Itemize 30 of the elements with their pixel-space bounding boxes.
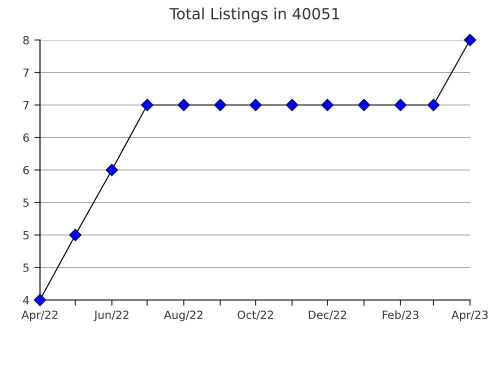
x-tick-label: Aug/22: [164, 310, 202, 322]
y-tick-label: 5: [23, 198, 29, 207]
point: [394, 98, 407, 112]
point: [34, 294, 46, 306]
y-tick-label: 6: [23, 133, 29, 142]
x-tick-label: Apr/23: [452, 310, 488, 322]
point: [249, 98, 262, 112]
y-tick-label: 8: [23, 36, 29, 44]
point: [464, 34, 476, 46]
y-tick-label: 7: [23, 68, 29, 77]
x-tick-label: Dec/22: [308, 310, 346, 320]
point: [69, 228, 82, 242]
point: [286, 98, 298, 112]
point: [141, 98, 154, 112]
y-tick-label: 7: [23, 101, 29, 110]
y-tick-label: 6: [23, 166, 29, 174]
x-tick-label: Jun/22: [94, 310, 128, 322]
y-tick-label: 4: [23, 296, 29, 304]
point: [358, 98, 370, 112]
x-tick-label: Feb/23: [382, 310, 418, 320]
point: [214, 98, 226, 112]
point: [178, 98, 190, 112]
x-tick-label: Apr/22: [22, 310, 58, 322]
point: [427, 98, 440, 112]
point: [321, 98, 334, 112]
x-tick-label: Oct/22: [238, 310, 274, 320]
y-tick-label: 5: [23, 264, 29, 272]
y-tick-label: 5: [23, 231, 29, 240]
chart-title: Total Listings in 40051: [169, 8, 340, 22]
point: [106, 164, 118, 176]
